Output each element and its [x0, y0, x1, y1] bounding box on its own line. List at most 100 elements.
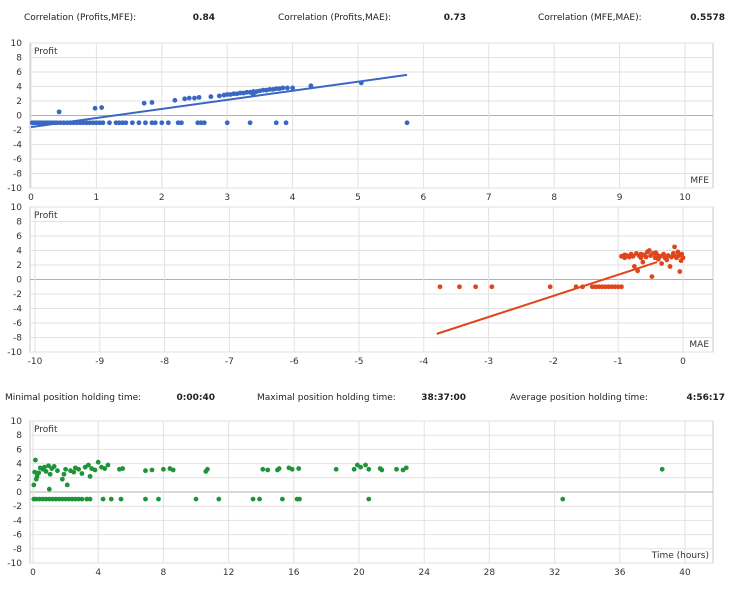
data-point: [403, 465, 409, 471]
x-tick-label: -3: [484, 357, 493, 367]
x-tick-label: 1: [94, 193, 100, 203]
data-point: [677, 269, 683, 274]
data-point: [192, 95, 197, 101]
data-point: [473, 284, 479, 290]
y-tick-label: 10: [11, 39, 23, 49]
x-tick-label: 0: [680, 357, 686, 367]
data-point: [394, 466, 399, 472]
data-point: [247, 120, 253, 126]
corr-profits-mae-label: Correlation (Profits,MAE):: [278, 13, 392, 23]
data-point: [632, 264, 637, 269]
data-point: [107, 120, 112, 126]
data-point: [196, 94, 202, 100]
data-point: [46, 486, 52, 492]
x-tick-label: 2: [159, 193, 165, 203]
data-point: [630, 253, 636, 259]
data-point: [284, 85, 290, 91]
data-point: [63, 466, 68, 472]
data-point: [273, 120, 279, 126]
avg-holding-label: Average position holding time:: [510, 393, 648, 403]
y-tick-label: -4: [13, 516, 22, 526]
x-tick-label: 36: [614, 568, 626, 578]
x-tick-label: -5: [355, 357, 364, 367]
data-point: [308, 83, 314, 89]
data-point: [333, 466, 339, 472]
x-tick-label: 7: [486, 193, 492, 203]
data-point: [100, 120, 106, 126]
x-tick-label: 8: [551, 193, 557, 203]
x-tick-label: 3: [224, 193, 230, 203]
data-point: [92, 467, 98, 473]
data-point: [297, 496, 302, 502]
data-point: [36, 470, 42, 476]
y-tick-label: 8: [16, 431, 22, 441]
data-point: [638, 255, 644, 261]
x-tick-label: -10: [28, 357, 43, 367]
data-point: [100, 496, 106, 502]
data-point: [108, 496, 114, 502]
trend-line: [436, 261, 658, 335]
x-tick-label: 9: [617, 193, 623, 203]
y-axis-label: Profit: [34, 425, 58, 435]
data-point: [79, 471, 85, 476]
x-tick-label: 4: [95, 568, 101, 578]
y-tick-label: -10: [7, 559, 22, 569]
y-tick-label: 2: [16, 97, 22, 107]
y-tick-label: -8: [13, 334, 22, 344]
data-point: [224, 120, 230, 126]
data-point: [47, 471, 53, 477]
data-point: [290, 85, 295, 91]
data-point: [437, 284, 443, 290]
data-point: [136, 120, 142, 126]
corr-profits-mfe-label: Correlation (Profits,MFE):: [24, 13, 137, 23]
data-point: [680, 255, 686, 261]
y-tick-label: -2: [13, 502, 22, 512]
y-tick-label: -2: [13, 126, 22, 136]
data-point: [643, 254, 649, 260]
max-holding-value: 38:37:00: [421, 393, 466, 403]
data-point: [105, 462, 111, 468]
x-tick-label: 0: [28, 193, 34, 203]
data-point: [165, 120, 171, 126]
data-point: [152, 120, 158, 126]
data-point: [64, 482, 70, 488]
data-point: [143, 468, 148, 474]
data-point: [87, 496, 93, 502]
data-point: [457, 284, 462, 290]
y-tick-label: -6: [13, 319, 22, 329]
x-tick-label: -8: [160, 357, 169, 367]
y-tick-label: 6: [16, 445, 22, 455]
y-tick-label: -8: [13, 545, 22, 555]
data-point: [99, 105, 105, 110]
data-point: [59, 476, 65, 482]
x-tick-label: -1: [614, 357, 623, 367]
data-point: [366, 466, 372, 472]
data-point: [276, 466, 282, 471]
data-point: [216, 93, 222, 99]
data-point: [141, 100, 147, 106]
y-tick-label: -10: [7, 184, 22, 194]
data-point: [283, 120, 289, 126]
data-point: [79, 496, 85, 502]
data-point: [489, 284, 495, 290]
x-tick-label: 0: [30, 568, 36, 578]
y-tick-label: 0: [16, 488, 22, 498]
data-point: [129, 120, 135, 126]
min-holding-label: Minimal position holding time:: [5, 393, 142, 403]
data-point: [679, 251, 685, 257]
y-tick-label: 2: [16, 474, 22, 484]
data-point: [71, 469, 77, 475]
x-tick-label: 10: [679, 193, 691, 203]
x-tick-label: -7: [225, 357, 234, 367]
y-tick-label: 10: [11, 203, 23, 213]
x-tick-label: 6: [421, 193, 427, 203]
data-point: [143, 120, 148, 126]
data-point: [279, 496, 285, 502]
data-point: [31, 482, 37, 488]
x-axis-label: MFE: [690, 176, 709, 186]
y-tick-label: 4: [16, 460, 22, 470]
data-point: [547, 284, 553, 290]
data-point: [143, 496, 148, 502]
